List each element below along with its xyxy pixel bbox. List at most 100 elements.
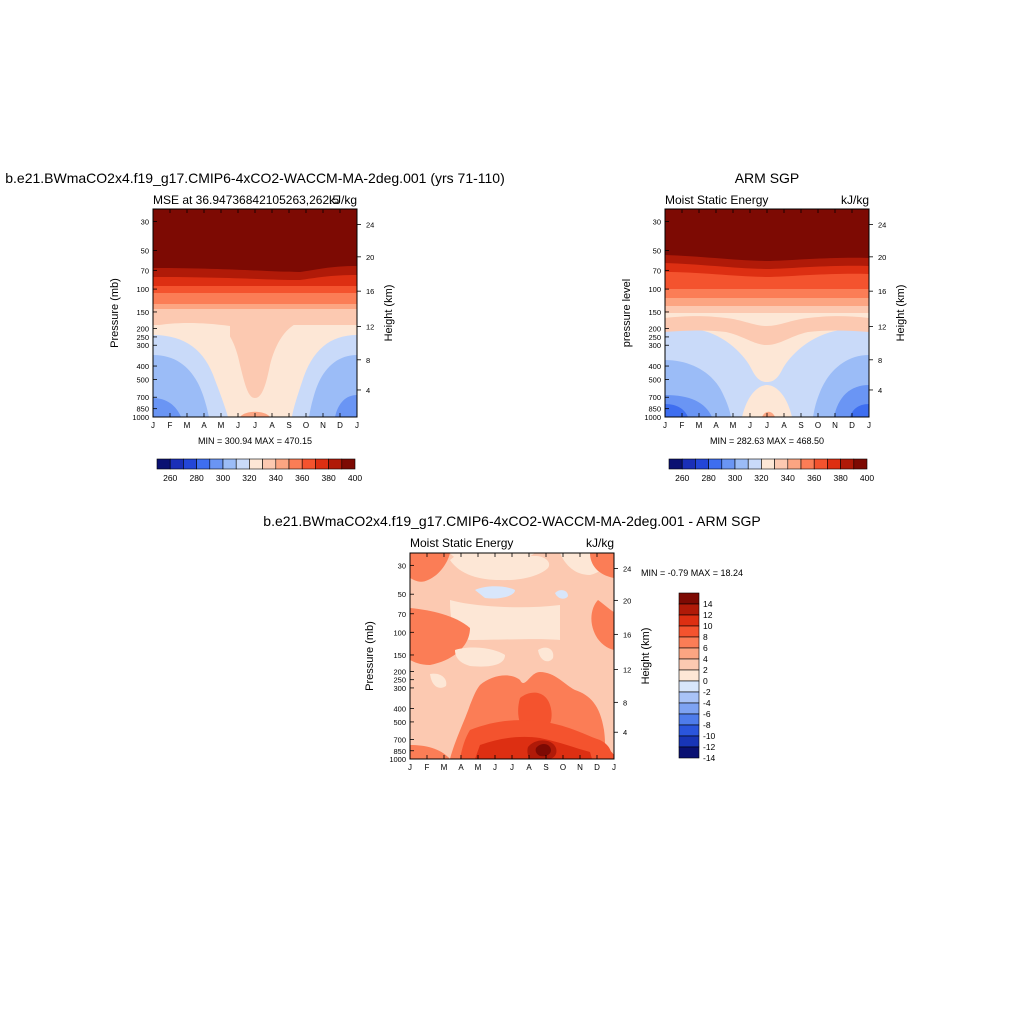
x-tick-label: M [218, 421, 225, 430]
colorbar-swatch [678, 669, 700, 682]
colorbar-label: 280 [702, 473, 716, 483]
x-tick-label: J [510, 763, 514, 772]
colorbar-label: 12 [703, 610, 713, 620]
x-tick-label: S [543, 763, 548, 772]
x-tick-label: J [867, 421, 871, 430]
y-tick-label: 400 [393, 705, 406, 714]
y-tick-label: 700 [136, 393, 149, 402]
y-tick-label: 100 [136, 285, 149, 294]
colorbar-swatch [678, 680, 700, 693]
panel-model-title: b.e21.BWmaCO2x4.f19_g17.CMIP6-4xCO2-WACC… [5, 170, 505, 186]
colorbar-label: 300 [216, 473, 230, 483]
colorbar-label: -2 [703, 687, 711, 697]
colorbar-label: 380 [322, 473, 336, 483]
colorbar-swatch [222, 458, 237, 470]
y2-tick-label: 16 [878, 287, 886, 296]
panel-observed: ARM SGP Moist Static Energy kJ/kg J F M A M J [621, 170, 907, 483]
y-tick-label: 250 [648, 333, 661, 342]
x-tick-label: S [286, 421, 291, 430]
panel-observed-contours [665, 209, 869, 417]
y-tick-label: 850 [136, 405, 149, 414]
colorbar-label: 8 [703, 632, 708, 642]
colorbar-label: 340 [269, 473, 283, 483]
x-tick-label: F [680, 421, 685, 430]
panel-observed-subtitle: Moist Static Energy [665, 193, 768, 207]
x-tick-label: J [151, 421, 155, 430]
y-tick-label: 200 [136, 325, 149, 334]
y-tick-label: 70 [141, 266, 149, 275]
colorbar-swatch [678, 614, 700, 627]
y-tick-label: 150 [136, 308, 149, 317]
colorbar-label: 6 [703, 643, 708, 653]
y-tick-label: 1000 [132, 413, 149, 422]
y-tick-label: 30 [398, 561, 406, 570]
colorbar-swatch [156, 458, 171, 470]
panel-model-y2label: Height (km) [383, 285, 395, 342]
x-tick-label: M [730, 421, 737, 430]
x-tick-label: J [765, 421, 769, 430]
y-tick-label: 250 [136, 333, 149, 342]
y-tick-label: 1000 [644, 413, 661, 422]
y2-tick-label: 4 [623, 728, 627, 737]
panel-observed-y2label: Height (km) [895, 285, 907, 342]
x-tick-label: J [408, 763, 412, 772]
x-tick-label: O [560, 763, 566, 772]
colorbar-label: 320 [754, 473, 768, 483]
x-tick-label: D [337, 421, 343, 430]
y2-tick-label: 20 [878, 253, 886, 262]
colorbar-label: 360 [295, 473, 309, 483]
x-tick-label: S [798, 421, 803, 430]
colorbar-swatch [678, 724, 700, 737]
panel-difference-stats: MIN = -0.79 MAX = 18.24 [641, 568, 743, 578]
x-tick-label: M [184, 421, 191, 430]
panel-model-ylabel: Pressure (mb) [109, 278, 121, 348]
colorbar-swatch [853, 458, 868, 470]
y-tick-label: 850 [648, 405, 661, 414]
y2-tick-label: 24 [878, 221, 886, 230]
x-tick-label: A [269, 421, 275, 430]
panel-observed-units: kJ/kg [841, 193, 869, 207]
y-tick-label: 100 [393, 628, 406, 637]
x-tick-label: O [815, 421, 821, 430]
y-tick-label: 150 [648, 308, 661, 317]
y-tick-label: 850 [393, 747, 406, 756]
x-tick-label: N [577, 763, 583, 772]
colorbar-swatch [800, 458, 815, 470]
y-tick-label: 300 [648, 341, 661, 350]
x-tick-label: F [425, 763, 430, 772]
colorbar-swatch [301, 458, 316, 470]
colorbar-swatch [262, 458, 277, 470]
x-tick-label: A [781, 421, 787, 430]
panel-observed-ylabel: pressure level [621, 279, 633, 347]
y-tick-label: 200 [648, 325, 661, 334]
x-tick-label: J [493, 763, 497, 772]
y2-tick-label: 8 [878, 356, 882, 365]
y-tick-label: 30 [653, 217, 661, 226]
y2-tick-label: 16 [366, 287, 374, 296]
y-tick-label: 30 [141, 217, 149, 226]
colorbar-label: 300 [728, 473, 742, 483]
x-tick-label: O [303, 421, 309, 430]
colorbar-swatch [288, 458, 303, 470]
colorbar-swatch [708, 458, 723, 470]
y2-tick-label: 24 [366, 221, 374, 230]
colorbar-swatch [668, 458, 683, 470]
y2-tick-label: 4 [366, 386, 370, 395]
colorbar-label: 380 [834, 473, 848, 483]
x-tick-label: J [355, 421, 359, 430]
panel-model-stats: MIN = 300.94 MAX = 470.15 [198, 436, 312, 446]
y2-tick-label: 20 [366, 253, 374, 262]
panel-difference: b.e21.BWmaCO2x4.f19_g17.CMIP6-4xCO2-WACC… [263, 513, 760, 772]
colorbar-swatch [315, 458, 329, 470]
colorbar-label: 400 [348, 473, 362, 483]
colorbar-label: -8 [703, 720, 711, 730]
colorbar-swatch [678, 636, 700, 649]
colorbar-swatch [827, 458, 841, 470]
colorbar-swatch [678, 647, 700, 660]
x-tick-label: M [441, 763, 448, 772]
y2-tick-label: 8 [623, 698, 627, 707]
panel-observed-stats: MIN = 282.63 MAX = 468.50 [710, 436, 824, 446]
x-tick-label: J [612, 763, 616, 772]
y-tick-label: 50 [653, 247, 661, 256]
